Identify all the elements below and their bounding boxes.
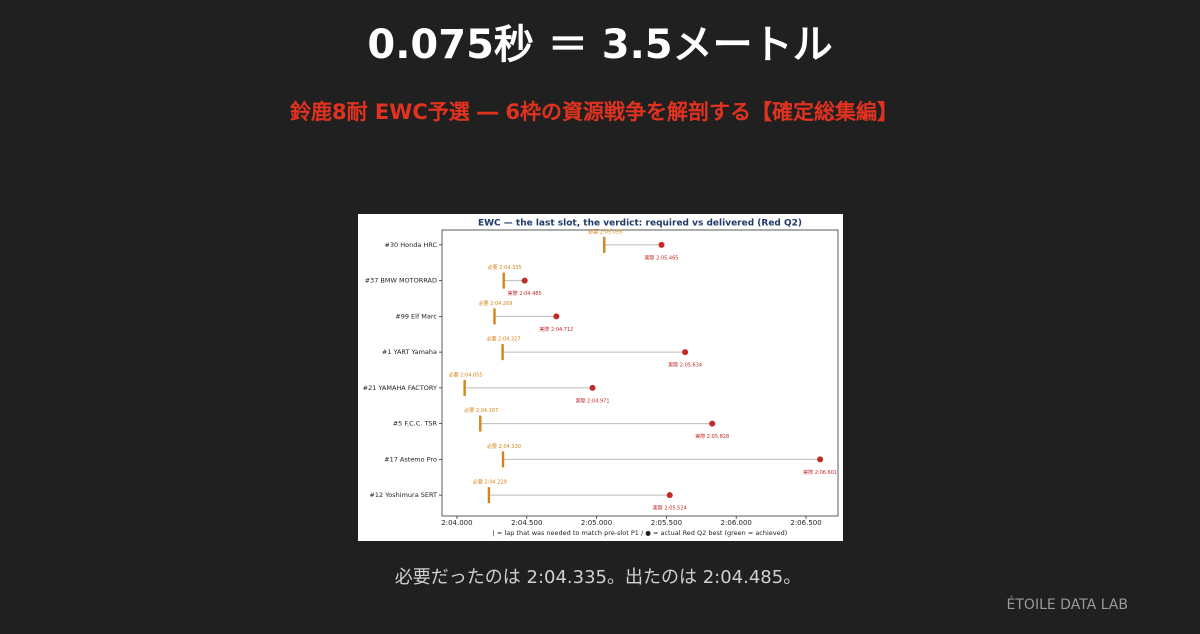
x-tick-label: 2:06.000: [721, 519, 752, 527]
y-tick-label: #1 YART Yamaha: [382, 348, 437, 356]
x-tick-label: 2:05.500: [651, 519, 682, 527]
required-marker: [603, 236, 606, 253]
brand: ÉTOILE DATA LAB: [1007, 596, 1128, 613]
subtitle: 鈴鹿8耐 EWC予選 ― 6枠の資源戦争を解剖する【確定総集編】: [290, 100, 898, 124]
y-tick-label: #17 Astemo Pro: [384, 455, 437, 463]
y-tick-label: #30 Honda HRC: [384, 241, 437, 249]
actual-label: 実際 2:06.601: [803, 469, 837, 476]
actual-marker: [521, 277, 528, 284]
actual-label: 実際 2:05.524: [653, 505, 687, 512]
required-label: 必要 2:04.269: [479, 300, 513, 307]
required-marker: [501, 451, 505, 468]
required-marker: [463, 379, 466, 396]
required-label: 必要 2:04.167: [464, 407, 498, 414]
x-tick-label: 2:04.500: [511, 519, 542, 527]
required-label: 必要 2:04.055: [449, 371, 483, 378]
required-marker: [487, 487, 491, 504]
required-label: 必要 2:04.327: [487, 336, 521, 343]
required-label: 必要 2:04.330: [487, 443, 521, 450]
actual-label: 実際 2:04.485: [508, 290, 542, 297]
y-tick-label: #5 F.C.C. TSR: [393, 420, 438, 428]
actual-marker: [817, 456, 824, 463]
x-tick-label: 2:06.500: [790, 519, 821, 527]
x-tick-label: 2:04.000: [441, 519, 472, 527]
plot: 2:04.000 2:04.500 2:05.000 2:05.500 2:06.000…: [363, 228, 837, 527]
required-marker: [493, 308, 496, 325]
required-marker: [501, 344, 504, 361]
y-tick-label: #21 YAMAHA FACTORY: [363, 384, 437, 392]
title: 0.075秒 ＝ 3.5メートル: [367, 22, 832, 68]
actual-marker: [666, 492, 673, 499]
actual-label: 実際 2:05.828: [695, 433, 729, 440]
required-label: 必要 2:04.335: [488, 264, 522, 271]
required-marker: [502, 272, 505, 289]
required-label: 必要 2:04.229: [473, 479, 507, 486]
chart-title: EWC — the last slot, the verdict: requir…: [478, 219, 802, 229]
actual-marker: [658, 241, 665, 248]
required-label: 必要 2:05.055: [588, 228, 622, 235]
required-marker: [479, 415, 482, 432]
legend-note: | = lap that was needed to match pre-slo…: [493, 529, 788, 537]
actual-label: 実際 2:05.465: [645, 254, 679, 261]
y-tick-label: #37 BMW MOTORRAD: [365, 277, 437, 285]
actual-marker: [553, 313, 560, 320]
y-tick-label: #12 Yoshimura SERT: [369, 491, 437, 499]
plot-frame: [441, 229, 839, 517]
actual-marker: [589, 384, 596, 391]
actual-label: 実際 2:05.634: [668, 362, 702, 369]
actual-label: 実際 2:04.712: [539, 326, 573, 333]
actual-marker: [709, 420, 716, 427]
caption: 必要だったのは 2:04.335。出たのは 2:04.485。: [395, 567, 801, 588]
x-tick-label: 2:05.000: [581, 519, 612, 527]
actual-label: 実際 2:04.971: [576, 397, 610, 404]
chart-background: [358, 214, 843, 541]
y-tick-label: #99 Elf Marc: [395, 312, 437, 320]
actual-marker: [682, 349, 689, 356]
